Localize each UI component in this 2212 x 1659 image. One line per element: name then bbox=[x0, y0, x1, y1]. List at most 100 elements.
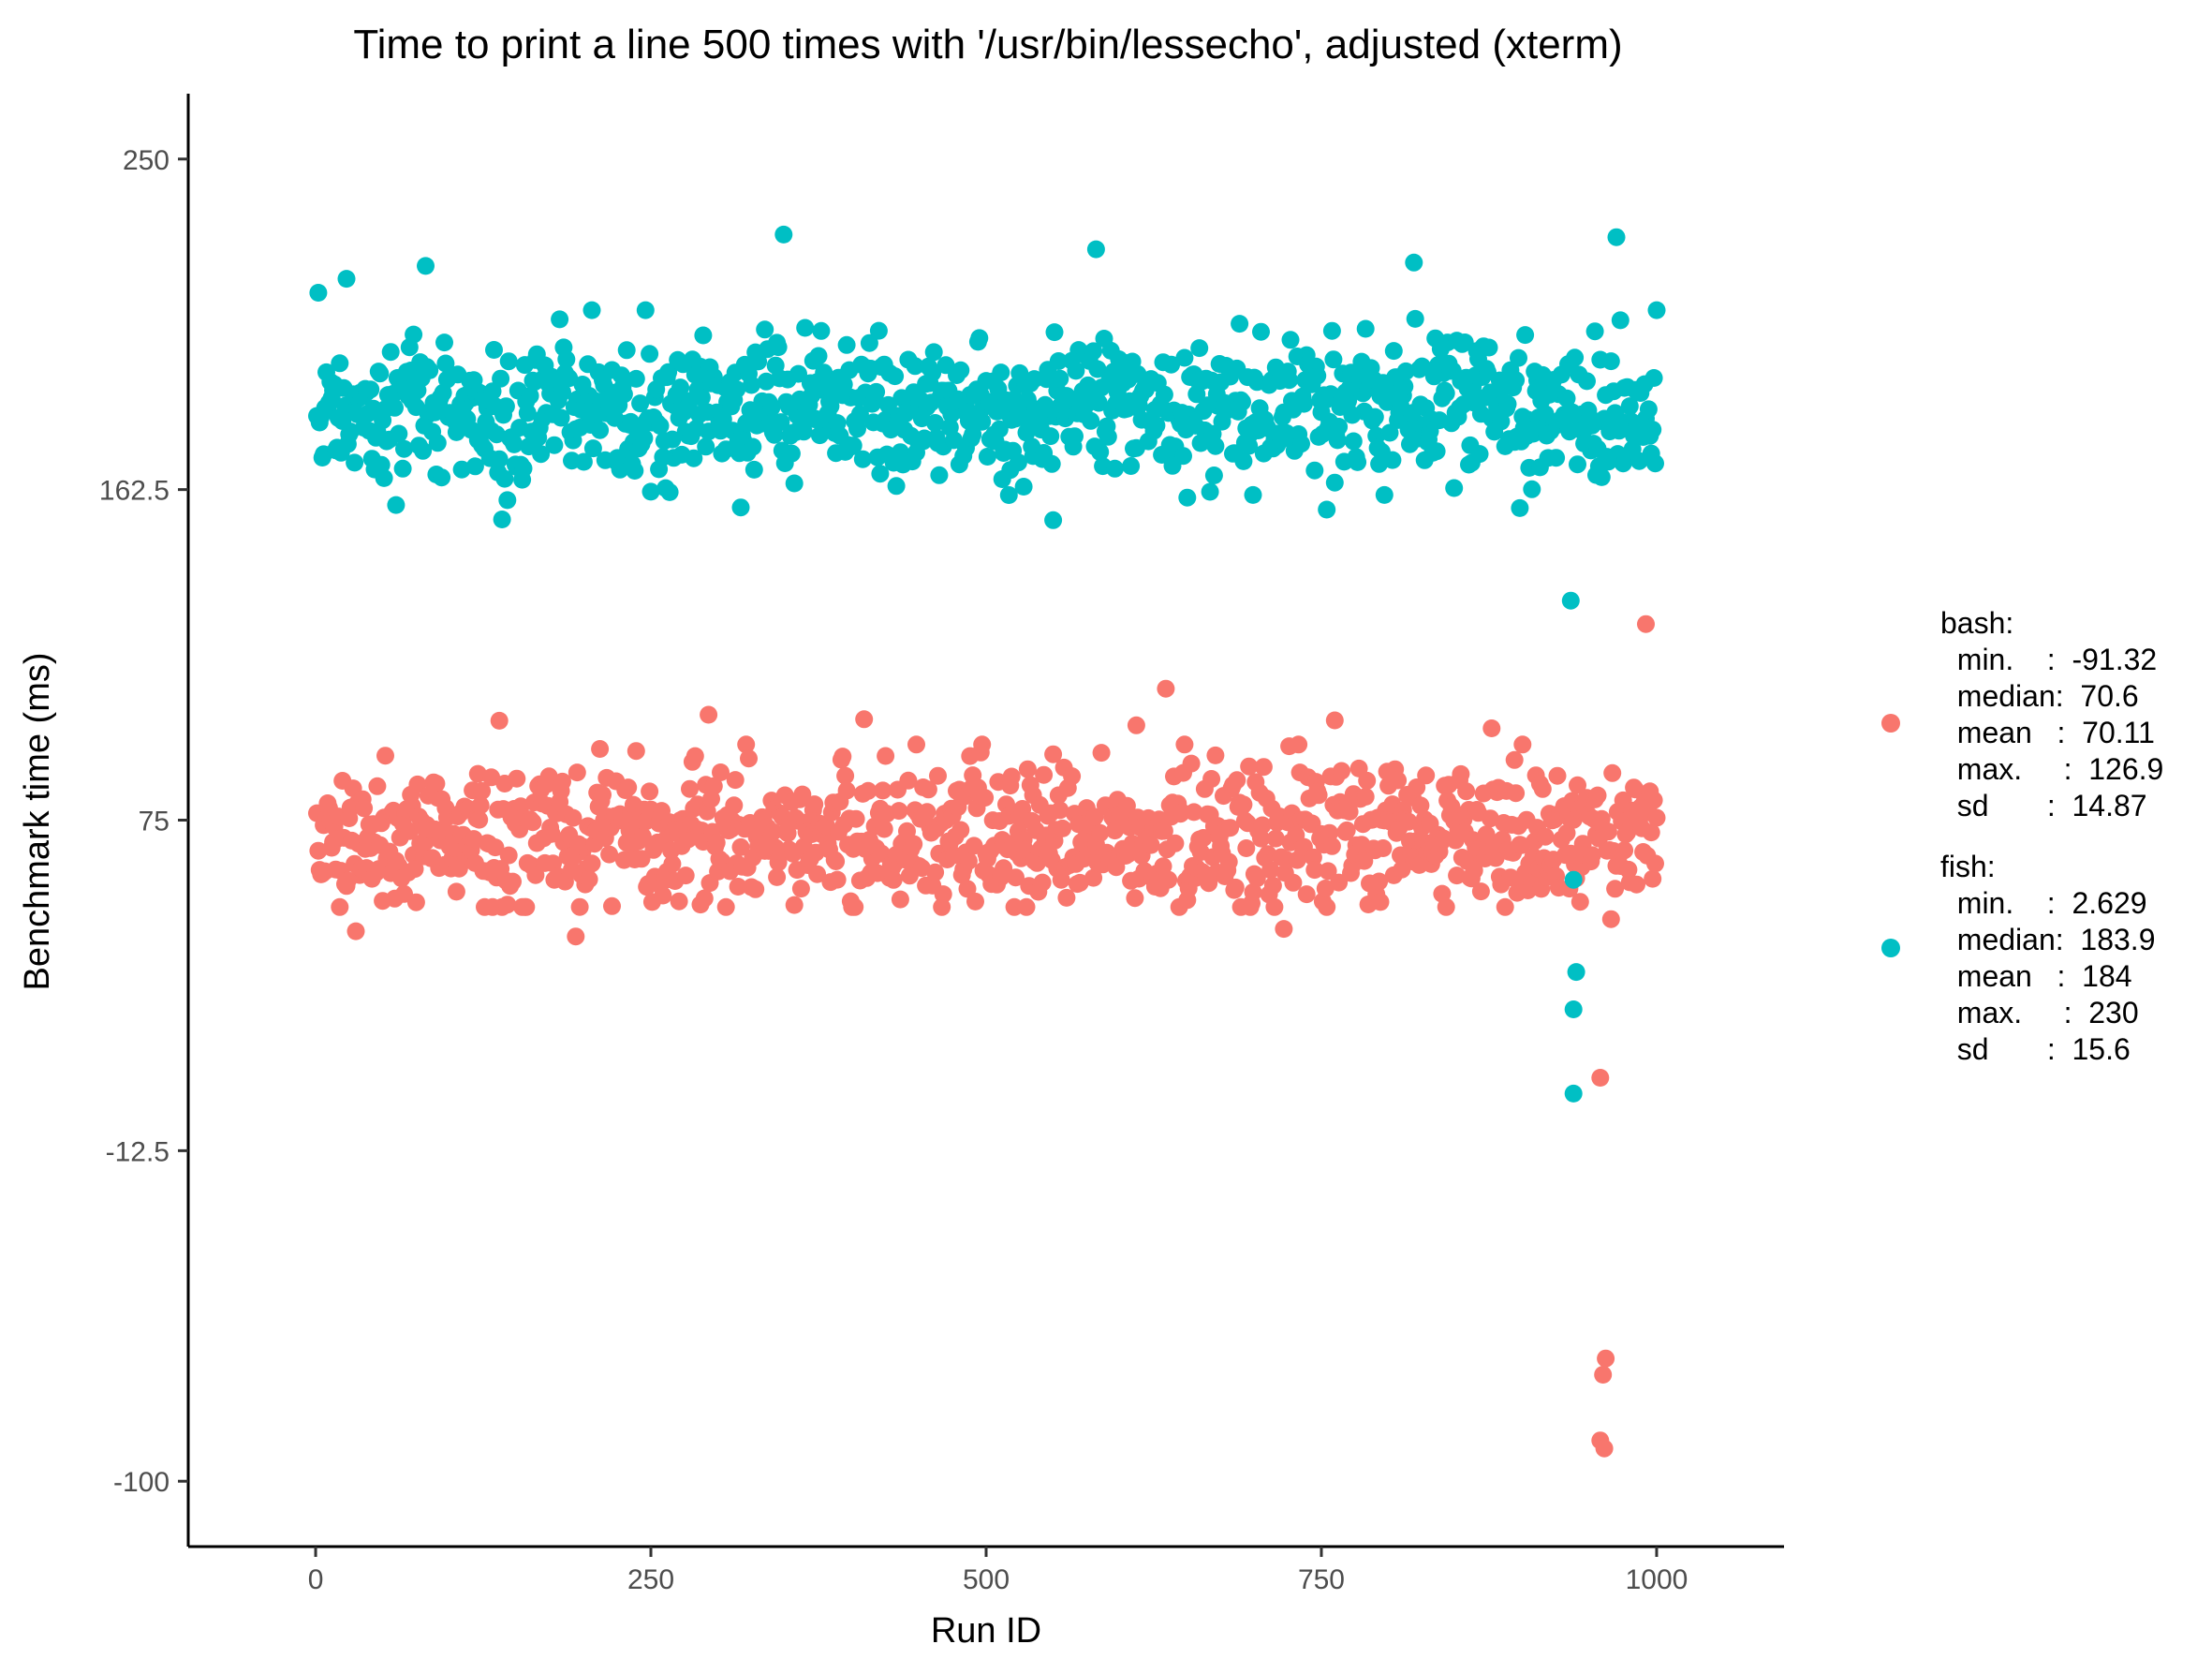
fish-point bbox=[1647, 301, 1666, 319]
bash-point bbox=[499, 846, 518, 865]
fish-point bbox=[785, 474, 804, 493]
bash-point bbox=[1318, 897, 1336, 916]
bash-point bbox=[490, 711, 509, 730]
bash-point bbox=[1297, 885, 1316, 904]
bash-point bbox=[905, 835, 923, 853]
bash-point bbox=[828, 870, 847, 889]
fish-point bbox=[951, 361, 970, 379]
bash-point bbox=[746, 880, 765, 898]
bash-point bbox=[508, 769, 526, 788]
fish-point bbox=[532, 445, 551, 464]
bash-point bbox=[1117, 796, 1136, 815]
bash-point bbox=[899, 771, 918, 790]
fish-point bbox=[553, 383, 571, 402]
bash-point bbox=[855, 710, 874, 729]
bash-point bbox=[1411, 796, 1430, 815]
fish-point bbox=[496, 397, 515, 416]
fish-point bbox=[583, 439, 602, 458]
bash-point bbox=[582, 854, 601, 873]
bash-point bbox=[1437, 897, 1455, 916]
bash-point bbox=[890, 802, 908, 821]
bash-point bbox=[1033, 873, 1052, 892]
fish-point bbox=[1328, 431, 1347, 450]
bash-point bbox=[808, 865, 827, 883]
fish-point bbox=[1395, 378, 1414, 395]
bash-point bbox=[1644, 791, 1663, 809]
bash-point bbox=[1309, 786, 1328, 805]
bash-point bbox=[976, 789, 995, 807]
fish-point bbox=[1091, 443, 1110, 461]
bash-point bbox=[498, 896, 517, 914]
bash-point bbox=[891, 890, 909, 909]
bash-point bbox=[406, 860, 424, 879]
fish-point bbox=[1086, 240, 1105, 259]
fish-point bbox=[1566, 348, 1585, 367]
fish-point bbox=[1042, 454, 1061, 473]
fish-point bbox=[641, 482, 660, 501]
bash-point bbox=[874, 781, 892, 800]
fish-point bbox=[1620, 397, 1639, 416]
fish-point bbox=[1308, 366, 1327, 385]
bash-point bbox=[1002, 767, 1021, 786]
bash-point bbox=[933, 897, 951, 916]
bash-point bbox=[1253, 816, 1272, 835]
bash-point bbox=[966, 892, 984, 911]
fish-point bbox=[1234, 452, 1253, 470]
fish-point bbox=[1049, 352, 1068, 370]
bash-point bbox=[1206, 746, 1225, 764]
x-tick-label: 1000 bbox=[1626, 1564, 1688, 1595]
bash-point bbox=[951, 821, 970, 839]
bash-point bbox=[1127, 716, 1145, 734]
bash-point bbox=[1013, 800, 1032, 818]
bash-points bbox=[308, 615, 1666, 1458]
bash-point bbox=[1599, 822, 1617, 841]
fish-point bbox=[1084, 342, 1103, 361]
bash-point bbox=[1054, 819, 1072, 837]
fish-point bbox=[1601, 352, 1620, 371]
fish-point bbox=[393, 459, 412, 478]
bash-point bbox=[716, 897, 735, 916]
fish-point bbox=[514, 459, 533, 478]
bash-point bbox=[641, 782, 659, 801]
bash-point bbox=[1091, 823, 1110, 842]
fish-point bbox=[1051, 369, 1069, 388]
fish-point bbox=[1330, 418, 1349, 436]
fish-point bbox=[465, 457, 484, 476]
bash-point bbox=[368, 777, 387, 795]
fish-point bbox=[742, 376, 760, 394]
bash-point bbox=[526, 866, 545, 884]
fish-point bbox=[390, 424, 408, 443]
fish-point bbox=[992, 363, 1010, 382]
fish-point bbox=[1639, 400, 1658, 419]
bash-point bbox=[1448, 867, 1467, 885]
bash-point bbox=[564, 808, 582, 827]
fish-point bbox=[498, 491, 517, 510]
fish-point bbox=[386, 398, 404, 417]
fish-point bbox=[1564, 1000, 1583, 1018]
fish-point bbox=[1344, 432, 1363, 451]
bash-point bbox=[504, 872, 522, 891]
fish-point bbox=[641, 345, 659, 363]
bash-point bbox=[1305, 861, 1324, 880]
bash-point bbox=[1325, 711, 1344, 730]
bash-point bbox=[1244, 882, 1262, 901]
bash-point bbox=[539, 767, 558, 786]
bash-point bbox=[376, 747, 394, 765]
bash-point bbox=[1371, 893, 1390, 911]
bash-point bbox=[447, 882, 465, 901]
fish-point bbox=[435, 333, 453, 352]
fish-point bbox=[1305, 461, 1324, 480]
fish-point bbox=[331, 354, 349, 373]
x-axis-ticks: 0 250 500 750 1000 bbox=[308, 1547, 1688, 1595]
bash-point bbox=[1533, 779, 1552, 798]
bash-point bbox=[1316, 880, 1335, 897]
bash-point bbox=[1259, 845, 1277, 864]
fish-point bbox=[1375, 485, 1394, 504]
fish-point bbox=[552, 408, 570, 427]
bash-point bbox=[567, 927, 585, 946]
bash-point bbox=[603, 896, 621, 915]
fish-point bbox=[560, 369, 579, 388]
bash-point bbox=[1482, 719, 1501, 737]
fish-point bbox=[1567, 963, 1585, 982]
